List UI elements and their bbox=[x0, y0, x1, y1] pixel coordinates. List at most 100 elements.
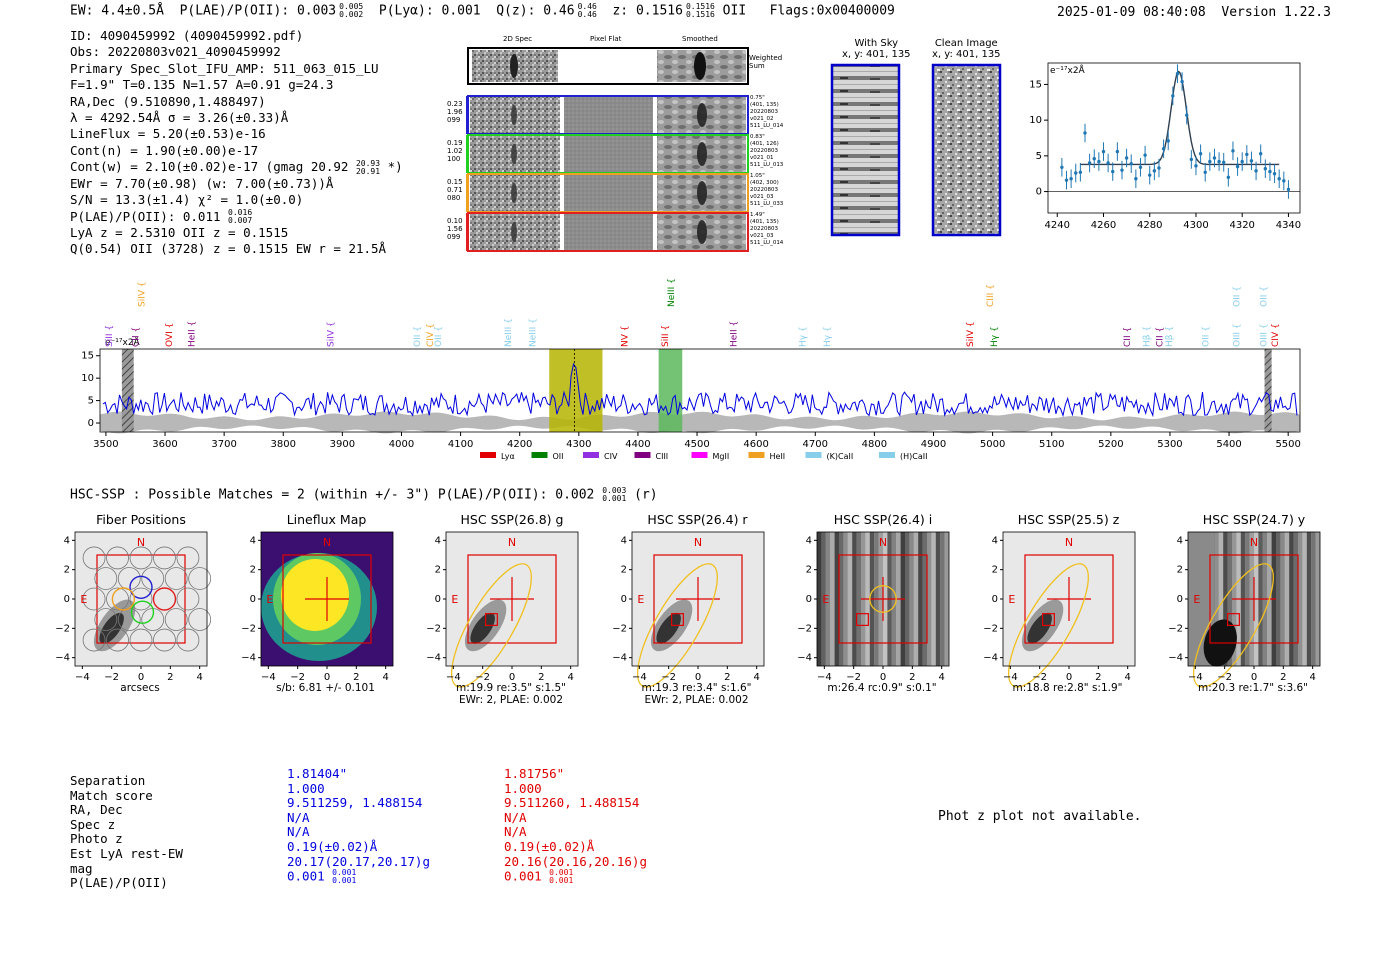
info-block: ID: 4090459992 (4090459992.pdf) Obs: 202… bbox=[70, 28, 403, 258]
info-plae: P(LAE)/P(OII): 0.011 bbox=[70, 208, 221, 224]
zoom-ytick-label: 0 bbox=[1036, 187, 1042, 198]
panel-xtick-label: −4 bbox=[817, 672, 832, 683]
zoom-xtick-label: 4240 bbox=[1045, 220, 1070, 231]
east-label: E bbox=[80, 593, 87, 606]
zoom-data-point bbox=[1231, 149, 1235, 153]
north-label: N bbox=[137, 536, 145, 549]
spectrum-xtick-label: 4000 bbox=[389, 439, 414, 450]
spectrum-line-label: HeII { bbox=[188, 321, 198, 347]
fiber-circle bbox=[176, 628, 200, 652]
spectrum-line-label: OII { bbox=[413, 326, 423, 347]
zoom-data-point bbox=[1198, 152, 1203, 156]
match-value: 20.17(20.17,20.17)g bbox=[287, 853, 430, 869]
fiber-circle bbox=[153, 628, 176, 652]
zoom-data-point bbox=[1282, 179, 1286, 183]
detector-stripe bbox=[1218, 532, 1224, 666]
weighted-sum-label: Weighted Sum bbox=[749, 54, 783, 70]
hsc-panel-title: HSC SSP(26.8) g bbox=[460, 512, 564, 527]
zoom-data-point bbox=[1258, 152, 1263, 156]
info-gmag-hi: 20.93 bbox=[355, 158, 381, 168]
zoom-data-point bbox=[1111, 169, 1115, 174]
detector-stripe bbox=[905, 532, 910, 666]
panel-xtick-label: 0 bbox=[1065, 672, 1071, 683]
spectrum-xtick-label: 5000 bbox=[980, 439, 1005, 450]
panel-ytick-label: 4 bbox=[64, 535, 70, 546]
panel-xtick-label: 4 bbox=[938, 672, 944, 683]
match-plae-1-hi: 0.001 bbox=[332, 868, 357, 878]
spectrum-line-label: CIV { bbox=[426, 323, 436, 347]
header-plya: P(Lyα): 0.001 bbox=[378, 3, 481, 19]
cutout-emission-smooth bbox=[697, 103, 707, 127]
panel-ytick-label: −4 bbox=[426, 653, 441, 664]
header-line: OII bbox=[722, 3, 747, 19]
with-sky-image bbox=[830, 63, 901, 237]
fiber-circle bbox=[129, 628, 153, 652]
match-label: Est LyA rest-EW bbox=[70, 845, 183, 861]
detector-stripe bbox=[1311, 532, 1316, 666]
aperture-ellipse bbox=[450, 563, 532, 688]
hsc-panel-image: N E 4 2 0 −2 −4 −4 −2 0 2 4 bbox=[1168, 531, 1321, 688]
detector-stripe bbox=[839, 532, 844, 666]
spectrum-line-label: CII { bbox=[131, 327, 141, 347]
header-qz-lo: 0.46 bbox=[577, 10, 597, 19]
panel-xtick-label: 4 bbox=[1309, 672, 1315, 683]
zoom-data-point bbox=[1212, 156, 1217, 160]
match-col-1: 1.81404" 1.000 9.511259, 1.488154 N/A N/… bbox=[287, 766, 430, 885]
fiber-circle bbox=[106, 546, 129, 570]
hsc-panel-title: HSC SSP(25.5) z bbox=[1017, 512, 1120, 527]
detector-stripe bbox=[909, 532, 914, 666]
zoom-data-point bbox=[1217, 159, 1221, 164]
spectrum-line-label: Hβ { bbox=[1142, 326, 1152, 347]
panel-xtick-label: −2 bbox=[1217, 672, 1232, 683]
panel-ytick-label: −4 bbox=[797, 653, 812, 664]
panel-xtick-label: 0 bbox=[1251, 672, 1257, 683]
panel-ytick-label: 2 bbox=[1177, 565, 1183, 576]
panel-xtick-label: 0 bbox=[323, 672, 329, 683]
detector-stripe bbox=[821, 532, 826, 666]
spectrum-xtick-label: 4900 bbox=[921, 439, 946, 450]
match-label: RA, Dec bbox=[70, 802, 123, 818]
detector-stripe bbox=[1306, 532, 1312, 666]
spectrum-ytick-label: 0 bbox=[88, 418, 94, 429]
cutout-emission-spot bbox=[511, 183, 517, 203]
spectrum-masked-region bbox=[1264, 349, 1272, 432]
panel-ytick-label: −4 bbox=[612, 653, 627, 664]
panel-xtick-label: 2 bbox=[538, 672, 544, 683]
legend-swatch bbox=[691, 452, 708, 458]
east-label: E bbox=[1193, 593, 1200, 606]
panel-ytick-label: −4 bbox=[1168, 653, 1183, 664]
hsc-title-hi: 0.003 bbox=[602, 486, 627, 495]
spectrum-xtick-label: 5100 bbox=[1039, 439, 1064, 450]
header-datetime: 2025-01-09 08:40:08 bbox=[1057, 5, 1206, 20]
detector-stripe bbox=[856, 532, 861, 666]
legend-swatch bbox=[748, 452, 765, 458]
legend-label: MgII bbox=[713, 452, 730, 461]
spectrum-line-label: CIV { bbox=[1271, 323, 1281, 347]
panel-xtick-label: −2 bbox=[290, 672, 305, 683]
hsc-panel-title: Lineflux Map bbox=[286, 512, 367, 527]
match-marker bbox=[1041, 613, 1055, 626]
lineflux-contour-peak bbox=[280, 559, 349, 631]
fiber-circle bbox=[176, 546, 200, 570]
zoom-data-point bbox=[1194, 164, 1198, 168]
match-value: N/A bbox=[504, 824, 527, 840]
zoom-data-point bbox=[1171, 94, 1175, 98]
header-summary: EW: 4.4±0.5Å P(LAE)/P(OII): 0.003 0.005 0.… bbox=[70, 3, 895, 19]
panel-xtick-label: 4 bbox=[382, 672, 388, 683]
search-box bbox=[838, 554, 928, 644]
zoom-data-point bbox=[1226, 175, 1231, 179]
spectrum-line-label: OII { bbox=[434, 326, 444, 347]
panel-ytick-label: −4 bbox=[983, 653, 998, 664]
panel-ytick-label: 0 bbox=[1177, 594, 1183, 605]
fiber-fourth bbox=[130, 600, 155, 624]
info-gmag-lo: 20.91 bbox=[355, 166, 381, 176]
spectrum-xtick-label: 4300 bbox=[566, 439, 591, 450]
panel-ytick-label: −2 bbox=[612, 623, 627, 634]
north-label: N bbox=[693, 536, 701, 549]
cutout-row-stripe bbox=[466, 96, 469, 134]
search-box bbox=[652, 554, 743, 644]
panel-xtick-label: −4 bbox=[75, 672, 90, 683]
panel-ytick-label: 4 bbox=[991, 535, 997, 546]
zoom-data-point bbox=[1180, 79, 1184, 84]
match-value: 0.001 0.001 0.001 bbox=[287, 869, 430, 885]
